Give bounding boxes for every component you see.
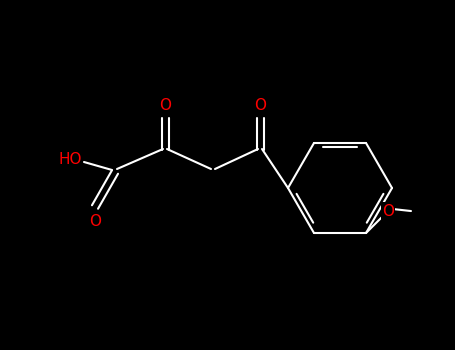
- Text: HO: HO: [58, 153, 82, 168]
- Text: O: O: [382, 204, 394, 218]
- Text: O: O: [254, 98, 266, 112]
- Text: O: O: [89, 214, 101, 229]
- Text: O: O: [159, 98, 171, 112]
